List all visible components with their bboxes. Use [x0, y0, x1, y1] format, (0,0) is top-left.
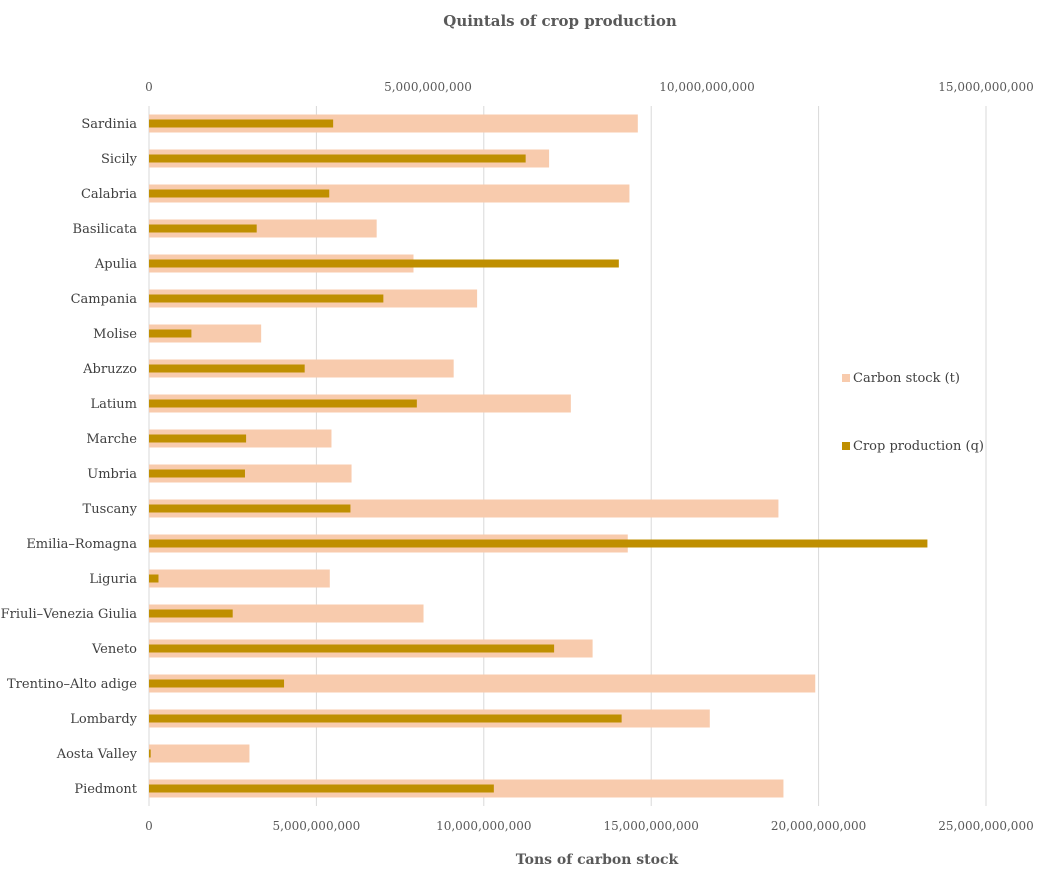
- bar-carbon-stock: [149, 184, 630, 203]
- bar-crop-production: [149, 749, 151, 758]
- bar-carbon-stock: [149, 219, 377, 238]
- x-tick-label-bottom: 5,000,000,000: [273, 819, 361, 833]
- y-category-label: Latium: [91, 397, 137, 412]
- gridlines: [148, 106, 987, 806]
- x-tick-label-top: 15,000,000,000: [938, 80, 1033, 94]
- x-tick-label-top: 0: [145, 80, 153, 94]
- y-category-label: Aosta Valley: [56, 747, 138, 762]
- y-category-label: Emilia–Romagna: [26, 537, 137, 552]
- y-category-label: Campania: [71, 292, 138, 307]
- bar-carbon-stock: [149, 464, 352, 483]
- y-category-label: Friuli–Venezia Giulia: [1, 607, 138, 622]
- x-tick-label-bottom: 20,000,000,000: [771, 819, 866, 833]
- bar-crop-production: [149, 119, 334, 128]
- y-category-label: Basilicata: [73, 222, 138, 237]
- y-category-label: Lombardy: [70, 712, 137, 727]
- chart-title: Quintals of crop production: [443, 12, 677, 30]
- x-tick-label-bottom: 0: [145, 819, 153, 833]
- y-category-label: Veneto: [91, 642, 137, 657]
- y-category-label: Liguria: [89, 572, 137, 587]
- bar-crop-production: [149, 259, 619, 268]
- y-category-label: Umbria: [87, 467, 137, 482]
- y-category-label: Sardinia: [81, 117, 137, 132]
- y-category-label: Calabria: [81, 187, 137, 202]
- bar-crop-production: [149, 644, 555, 653]
- y-category-label: Trentino–Alto adige: [7, 677, 137, 692]
- bar-crop-production: [149, 224, 257, 233]
- bar-crop-production: [149, 504, 351, 513]
- bar-crop-production: [149, 399, 417, 408]
- bar-carbon-stock: [149, 674, 816, 693]
- bar-carbon-stock: [149, 604, 424, 623]
- legend-label: Carbon stock (t): [853, 371, 960, 386]
- bar-crop-production: [149, 469, 245, 478]
- legend: Carbon stock (t) Crop production (q): [842, 371, 984, 454]
- bar-crop-production: [149, 539, 928, 548]
- bar-crop-production: [149, 574, 159, 583]
- bar-carbon-stock: [149, 324, 262, 343]
- x-tick-label-top: 5,000,000,000: [384, 80, 472, 94]
- legend-label: Crop production (q): [853, 439, 984, 454]
- y-category-label: Abruzzo: [82, 362, 137, 377]
- bar-crop-production: [149, 154, 526, 163]
- bar-crop-production: [149, 679, 285, 688]
- bars: [149, 114, 928, 798]
- y-category-label: Molise: [93, 327, 137, 342]
- bar-carbon-stock: [149, 744, 250, 763]
- x-tick-label-bottom: 10,000,000,000: [436, 819, 531, 833]
- bar-crop-production: [149, 609, 233, 618]
- bar-crop-production: [149, 784, 494, 793]
- y-category-label: Apulia: [94, 257, 137, 272]
- x-tick-label-bottom: 15,000,000,000: [603, 819, 698, 833]
- legend-swatch: [842, 442, 850, 450]
- axis-labels: 0 5,000,000,000 10,000,000,000 15,000,000,0…: [1, 80, 1034, 833]
- y-category-label: Tuscany: [83, 502, 138, 517]
- legend-swatch: [842, 374, 850, 382]
- x-tick-label-top: 10,000,000,000: [659, 80, 754, 94]
- x-axis-title-bottom: Tons of carbon stock: [516, 852, 679, 868]
- bar-carbon-stock: [149, 569, 330, 588]
- bar-crop-production: [149, 294, 384, 303]
- bar-crop-production: [149, 329, 192, 338]
- x-tick-label-bottom: 25,000,000,000: [938, 819, 1033, 833]
- bar-crop-production: [149, 434, 247, 443]
- y-category-label: Marche: [86, 432, 137, 447]
- bar-carbon-stock: [149, 499, 779, 518]
- y-category-label: Piedmont: [74, 782, 137, 797]
- bar-crop-production: [149, 189, 330, 198]
- bar-crop-production: [149, 364, 305, 373]
- y-category-label: Sicily: [101, 152, 138, 167]
- bar-crop-production: [149, 714, 622, 723]
- bar-carbon-stock: [149, 114, 638, 133]
